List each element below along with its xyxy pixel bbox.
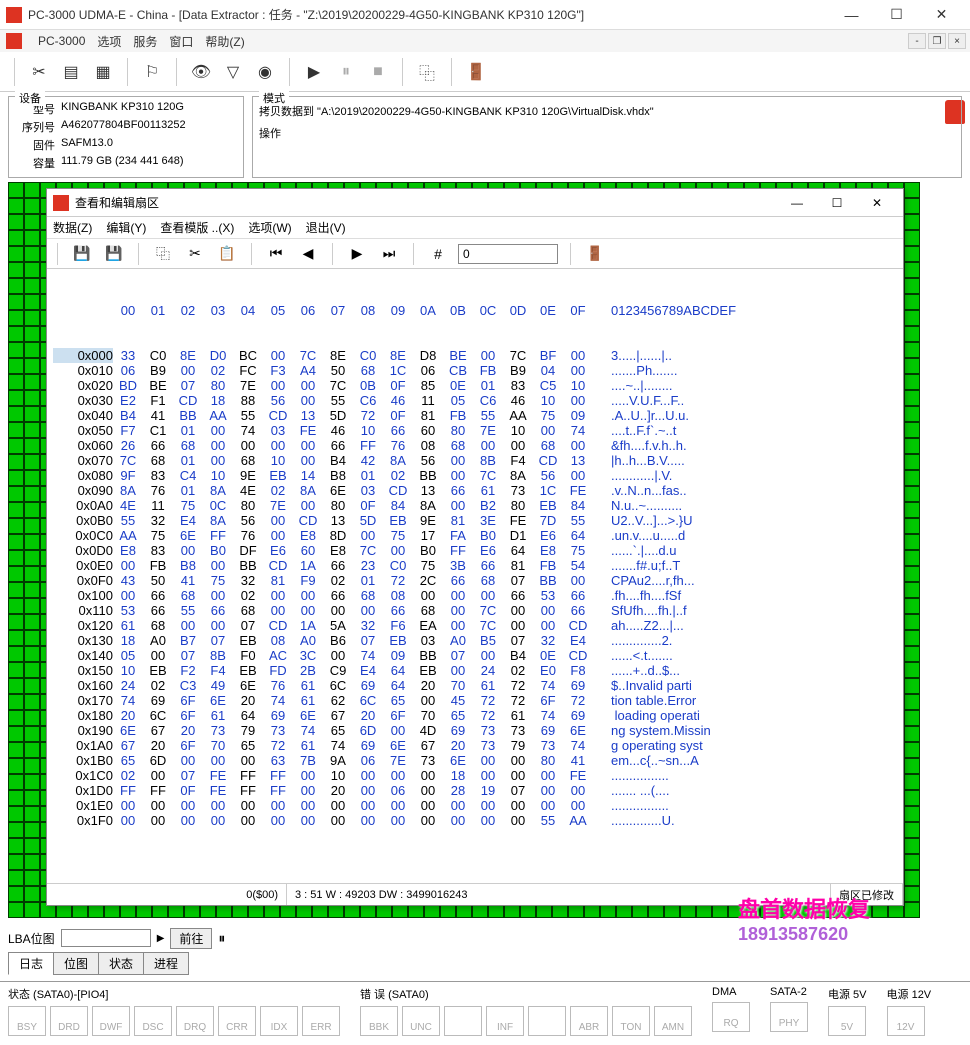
tool-flag-icon[interactable]: ⚐: [138, 58, 166, 86]
minimize-button[interactable]: —: [829, 1, 874, 29]
bottom-tabs: 日志位图状态进程: [8, 952, 188, 975]
led-: [528, 1006, 566, 1036]
hex-last-icon[interactable]: ⏭: [377, 242, 401, 266]
hex-title: 查看和编辑扇区: [75, 194, 777, 211]
hex-next-icon[interactable]: ▶: [345, 242, 369, 266]
lba-input[interactable]: [61, 929, 151, 947]
menubar: PC-3000 选项 服务 窗口 帮助(Z) - ❐ ×: [0, 30, 970, 52]
hex-grid-icon[interactable]: #: [426, 242, 450, 266]
led-BSY: BSY: [8, 1006, 46, 1036]
led-RQ: RQ: [712, 1002, 750, 1032]
device-value: KINGBANK KP310 120G: [61, 101, 184, 117]
device-value: SAFM13.0: [61, 137, 113, 153]
mode-copy-text: 拷贝数据到 "A:\2019\20200229-4G50-KINGBANK KP…: [259, 103, 955, 119]
lba-pause-icon[interactable]: ⏸: [218, 930, 225, 947]
hex-save-icon[interactable]: 💾: [70, 242, 94, 266]
tool-chip1-icon[interactable]: ▤: [57, 58, 85, 86]
hex-editor-window: 查看和编辑扇区 — ☐ ✕ 数据(Z) 编辑(Y) 查看模版 ..(X) 选项(…: [46, 188, 904, 906]
hex-copy-icon[interactable]: ⿻: [151, 242, 175, 266]
led-DWF: DWF: [92, 1006, 130, 1036]
hex-exit-icon[interactable]: 🚪: [583, 242, 607, 266]
menu-app[interactable]: PC-3000: [38, 34, 85, 48]
app-icon-small: [6, 33, 22, 49]
tab-0[interactable]: 日志: [8, 952, 54, 975]
menu-options[interactable]: 选项: [97, 33, 121, 50]
maximize-button[interactable]: ☐: [874, 1, 919, 29]
device-panel: 设备 型号KINGBANK KP310 120G序列号A462077804BF0…: [8, 96, 244, 178]
tool-copy-icon[interactable]: ⿻: [413, 58, 441, 86]
led-12V: 12V: [887, 1006, 925, 1036]
tab-3[interactable]: 进程: [143, 952, 189, 975]
window-title: PC-3000 UDMA-E - China - [Data Extractor…: [28, 6, 829, 23]
hex-prev-icon[interactable]: ◀: [296, 242, 320, 266]
hex-minimize[interactable]: —: [777, 190, 817, 216]
led-DRQ: DRQ: [176, 1006, 214, 1036]
mode-panel: 模式 拷贝数据到 "A:\2019\20200229-4G50-KINGBANK…: [252, 96, 962, 178]
tool-db-icon[interactable]: ◉: [251, 58, 279, 86]
lba-label: LBA位图: [8, 930, 55, 947]
tool-chip2-icon[interactable]: ▦: [89, 58, 117, 86]
tool-binoculars-icon[interactable]: 👁: [187, 58, 215, 86]
watermark: 盘首数据恢复 18913587620: [738, 892, 870, 945]
op-legend: 操作: [259, 125, 955, 141]
hex-cut-icon[interactable]: ✂: [183, 242, 207, 266]
menu-service[interactable]: 服务: [133, 33, 157, 50]
close-button[interactable]: ✕: [919, 1, 964, 29]
hex-menu-data[interactable]: 数据(Z): [53, 219, 92, 236]
lba-go-button[interactable]: 前往: [170, 928, 212, 949]
mdi-restore[interactable]: ❐: [928, 33, 946, 49]
menu-help[interactable]: 帮助(Z): [205, 33, 244, 50]
hex-menu-edit[interactable]: 编辑(Y): [106, 219, 146, 236]
led-TON: TON: [612, 1006, 650, 1036]
led-ABR: ABR: [570, 1006, 608, 1036]
led-UNC: UNC: [402, 1006, 440, 1036]
device-label: 序列号: [15, 119, 55, 135]
hex-maximize[interactable]: ☐: [817, 190, 857, 216]
hex-menu-exit[interactable]: 退出(V): [306, 219, 346, 236]
led-DRD: DRD: [50, 1006, 88, 1036]
hex-paste-icon[interactable]: 📋: [215, 242, 239, 266]
led-CRR: CRR: [218, 1006, 256, 1036]
hex-status-left: 0($00): [47, 884, 287, 905]
hex-first-icon[interactable]: ⏮: [264, 242, 288, 266]
hex-body[interactable]: 000102030405060708090A0B0C0D0E0F01234567…: [47, 269, 903, 883]
menu-window[interactable]: 窗口: [169, 33, 193, 50]
led-DSC: DSC: [134, 1006, 172, 1036]
device-label: 固件: [15, 137, 55, 153]
led-: [444, 1006, 482, 1036]
device-value: A462077804BF00113252: [61, 119, 186, 135]
hex-goto-input[interactable]: [458, 244, 558, 264]
mdi-minimize[interactable]: -: [908, 33, 926, 49]
led-PHY: PHY: [770, 1002, 808, 1032]
stop-button[interactable]: ■: [364, 58, 392, 86]
device-legend: 设备: [15, 90, 45, 106]
led-AMN: AMN: [654, 1006, 692, 1036]
titlebar: PC-3000 UDMA-E - China - [Data Extractor…: [0, 0, 970, 30]
app-icon: [6, 7, 22, 23]
tab-2[interactable]: 状态: [98, 952, 144, 975]
tool-funnel-icon[interactable]: ▽: [219, 58, 247, 86]
hex-close[interactable]: ✕: [857, 190, 897, 216]
tool-wrench-icon[interactable]: ✂: [25, 58, 53, 86]
status-panels: 状态 (SATA0)-[PIO4]BSYDRDDWFDSCDRQCRRIDXER…: [0, 981, 970, 1045]
main-toolbar: ✂ ▤ ▦ ⚐ 👁 ▽ ◉ ▶ ⏸ ■ ⿻ 🚪: [0, 52, 970, 92]
mdi-close[interactable]: ×: [948, 33, 966, 49]
hex-app-icon: [53, 195, 69, 211]
play-button[interactable]: ▶: [300, 58, 328, 86]
led-BBK: BBK: [360, 1006, 398, 1036]
hex-saveall-icon[interactable]: 💾: [102, 242, 126, 266]
led-ERR: ERR: [302, 1006, 340, 1036]
device-value: 111.79 GB (234 441 648): [61, 155, 184, 171]
mode-legend: 模式: [259, 90, 289, 106]
hex-menu-options[interactable]: 选项(W): [248, 219, 291, 236]
exit-icon[interactable]: 🚪: [462, 58, 490, 86]
device-label: 容量: [15, 155, 55, 171]
tab-1[interactable]: 位图: [53, 952, 99, 975]
lba-play-icon[interactable]: ▶: [157, 933, 165, 944]
hex-menu-template[interactable]: 查看模版 ..(X): [160, 219, 234, 236]
led-IDX: IDX: [260, 1006, 298, 1036]
led-5V: 5V: [828, 1006, 866, 1036]
led-INF: INF: [486, 1006, 524, 1036]
pause-button[interactable]: ⏸: [332, 58, 360, 86]
